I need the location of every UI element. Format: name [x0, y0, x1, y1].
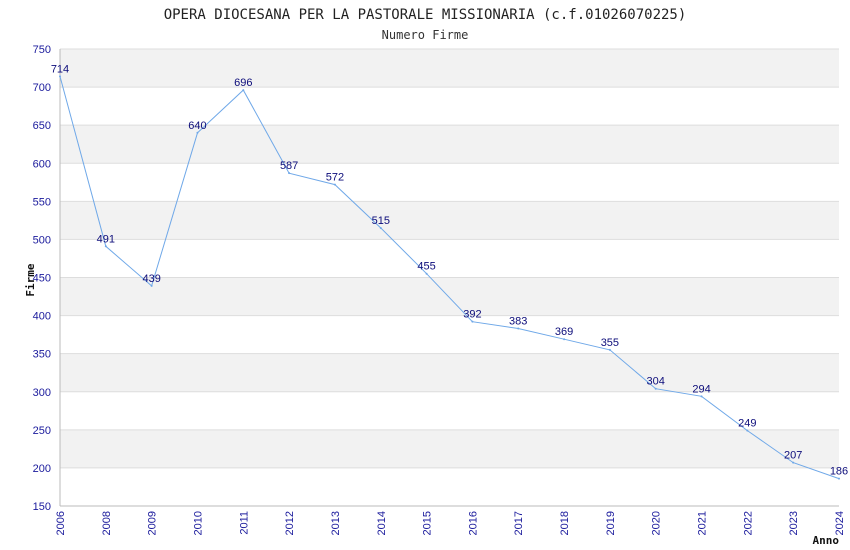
- data-label: 186: [830, 466, 848, 478]
- data-point: [242, 89, 245, 92]
- data-point: [746, 429, 749, 432]
- data-point: [104, 245, 107, 248]
- y-tick-label: 450: [33, 273, 51, 285]
- x-tick-label: 2013: [330, 511, 342, 535]
- y-axis-label: Firme: [24, 263, 37, 296]
- data-point: [563, 338, 566, 341]
- y-tick-label: 600: [33, 158, 51, 170]
- data-point: [59, 75, 61, 78]
- data-point: [379, 226, 382, 229]
- y-tick-label: 700: [33, 82, 51, 94]
- grid-band: [60, 277, 839, 316]
- data-label: 304: [647, 376, 665, 388]
- data-label: 696: [234, 77, 252, 89]
- data-label: 491: [97, 233, 115, 245]
- series-line: [59, 75, 840, 480]
- x-axis-ticks: 2006 2008 2009 2010 2011 2012 2013 2014 2015 2016…: [55, 511, 846, 535]
- x-tick-label: 2012: [284, 511, 296, 535]
- plot-background: [60, 49, 839, 468]
- grid-band: [60, 353, 839, 392]
- data-point: [150, 284, 153, 287]
- data-label: 439: [142, 273, 160, 285]
- x-tick-label: 2015: [422, 511, 434, 535]
- data-label: 392: [463, 309, 481, 321]
- data-label: 207: [784, 450, 802, 462]
- y-tick-label: 150: [33, 501, 51, 513]
- data-label: 369: [555, 326, 573, 338]
- data-label: 383: [509, 316, 527, 328]
- x-tick-label: 2018: [559, 511, 571, 535]
- y-axis-ticks: 150 200 250 300 350 400 450 500 550 600 650 700 750: [33, 44, 51, 513]
- y-tick-label: 650: [33, 120, 51, 132]
- data-point: [196, 131, 199, 134]
- data-point: [517, 327, 520, 330]
- data-label: 355: [601, 337, 619, 349]
- data-point: [792, 461, 795, 464]
- chart-subtitle: Numero Firme: [382, 28, 469, 42]
- x-tick-label: 2006: [55, 511, 67, 535]
- x-tick-label: 2020: [651, 511, 663, 535]
- data-point: [608, 348, 611, 351]
- y-tick-label: 200: [33, 463, 51, 475]
- x-tick-label: 2009: [147, 511, 159, 535]
- y-tick-label: 500: [33, 234, 51, 246]
- data-labels: 714 491 439 640 696 587 572 515 455 392 383 369 355 3…: [51, 63, 848, 477]
- data-point: [838, 477, 840, 480]
- y-tick-label: 750: [33, 44, 51, 56]
- grid-band: [60, 201, 839, 240]
- y-tick-label: 300: [33, 387, 51, 399]
- x-tick-label: 2023: [788, 511, 800, 535]
- x-axis-label: Anno: [813, 534, 840, 547]
- data-point: [471, 320, 474, 323]
- y-tick-label: 250: [33, 425, 51, 437]
- data-point: [425, 272, 428, 275]
- x-tick-label: 2016: [467, 511, 479, 535]
- chart-title: OPERA DIOCESANA PER LA PASTORALE MISSION…: [164, 7, 687, 23]
- data-point: [333, 183, 336, 186]
- data-label: 515: [372, 215, 390, 227]
- data-point: [288, 172, 291, 175]
- data-point: [654, 387, 657, 390]
- grid-band: [60, 429, 839, 468]
- y-tick-label: 550: [33, 196, 51, 208]
- y-tick-label: 400: [33, 311, 51, 323]
- data-label: 249: [738, 418, 756, 430]
- x-tick-label: 2022: [742, 511, 754, 535]
- x-tick-label: 2014: [376, 511, 388, 535]
- x-tick-label: 2017: [513, 511, 525, 535]
- grid-band: [60, 125, 839, 164]
- grid-lines: [60, 48, 839, 507]
- data-label: 640: [188, 120, 206, 132]
- x-tick-label: 2008: [101, 511, 113, 535]
- y-tick-label: 350: [33, 349, 51, 361]
- x-tick-label: 2010: [192, 511, 204, 535]
- data-label: 455: [417, 261, 435, 273]
- axes: [59, 49, 839, 507]
- data-label: 714: [51, 63, 69, 75]
- series-path: [59, 76, 840, 480]
- x-tick-label: 2021: [697, 511, 709, 535]
- data-label: 572: [326, 172, 344, 184]
- x-tick-label: 2011: [238, 511, 250, 535]
- data-point: [700, 395, 703, 398]
- data-label: 294: [692, 383, 710, 395]
- grid-band: [60, 49, 839, 88]
- data-label: 587: [280, 160, 298, 172]
- x-tick-label: 2019: [605, 511, 617, 535]
- x-tick-label: 2024: [834, 511, 846, 535]
